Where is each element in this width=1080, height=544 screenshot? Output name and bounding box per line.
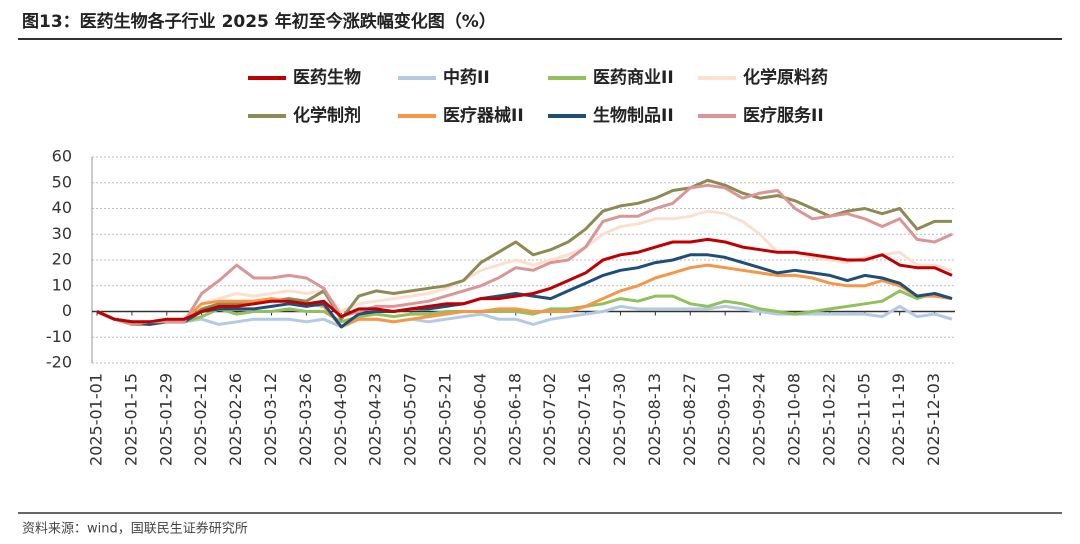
- y-tick-label: -10: [46, 327, 72, 346]
- x-tick-label: 2025-04-23: [366, 373, 385, 466]
- x-tick-label: 2025-08-27: [680, 373, 699, 466]
- series-line: [96, 178, 952, 326]
- x-tick-label: 2025-01-15: [121, 373, 140, 466]
- series-line: [96, 263, 953, 329]
- legend-label: 中药II: [443, 67, 490, 88]
- x-tick-label: 2025-09-10: [715, 373, 734, 466]
- legend-label: 医疗服务II: [743, 105, 824, 126]
- x-tick-label: 2025-05-21: [435, 373, 454, 466]
- x-tick-label: 2025-07-30: [610, 373, 629, 466]
- legend-label: 医疗器械II: [443, 105, 524, 126]
- y-tick-label: 30: [52, 224, 72, 243]
- legend-label: 化学原料药: [743, 67, 828, 88]
- x-tick-label: 2025-06-18: [505, 373, 524, 466]
- y-tick-label: -20: [46, 353, 72, 372]
- x-tick-label: 2025-08-13: [645, 373, 664, 466]
- series-line: [96, 304, 953, 329]
- x-tick-label: 2025-10-08: [784, 373, 803, 466]
- x-tick-label: 2025-09-24: [750, 373, 769, 466]
- legend-label: 生物制品II: [593, 105, 674, 126]
- x-tick-label: 2025-06-04: [470, 373, 489, 466]
- legend-label: 医药商业II: [593, 67, 674, 88]
- source: 资料来源：wind，国联民生证券研究所: [22, 521, 248, 537]
- x-tick-label: 2025-07-02: [540, 373, 559, 466]
- y-tick-label: 10: [52, 275, 72, 294]
- x-tick-label: 2025-05-07: [401, 373, 420, 466]
- x-tick-label: 2025-04-09: [331, 373, 350, 466]
- x-tick-label: 2025-01-01: [87, 373, 106, 466]
- y-tick-label: 0: [62, 301, 72, 320]
- y-tick-label: 40: [52, 198, 72, 217]
- x-tick-label: 2025-11-19: [889, 373, 908, 466]
- series-line: [96, 183, 953, 326]
- legend-label: 化学制剂: [293, 105, 361, 126]
- series-line: [96, 237, 953, 324]
- y-tick-label: 50: [52, 172, 72, 191]
- x-tick-label: 2025-03-26: [296, 373, 315, 466]
- y-tick-label: 60: [52, 147, 72, 166]
- x-tick-label: 2025-03-12: [261, 373, 280, 466]
- x-tick-label: 2025-02-26: [226, 373, 245, 466]
- x-tick-label: 2025-01-29: [156, 373, 175, 466]
- y-tick-label: 20: [52, 250, 72, 269]
- x-tick-label: 2025-02-12: [191, 373, 210, 466]
- x-tick-label: 2025-07-16: [575, 373, 594, 466]
- x-tick-label: 2025-11-05: [854, 373, 873, 466]
- series-line: [96, 253, 953, 329]
- x-tick-label: 2025-12-03: [924, 373, 943, 466]
- series-line: [96, 209, 953, 326]
- x-tick-label: 2025-10-22: [819, 373, 838, 466]
- series-line: [96, 289, 953, 326]
- chart-title: 图13：医药生物各子行业 2025 年初至今涨跌幅变化图（%）: [22, 11, 496, 32]
- legend-label: 医药生物: [293, 67, 361, 88]
